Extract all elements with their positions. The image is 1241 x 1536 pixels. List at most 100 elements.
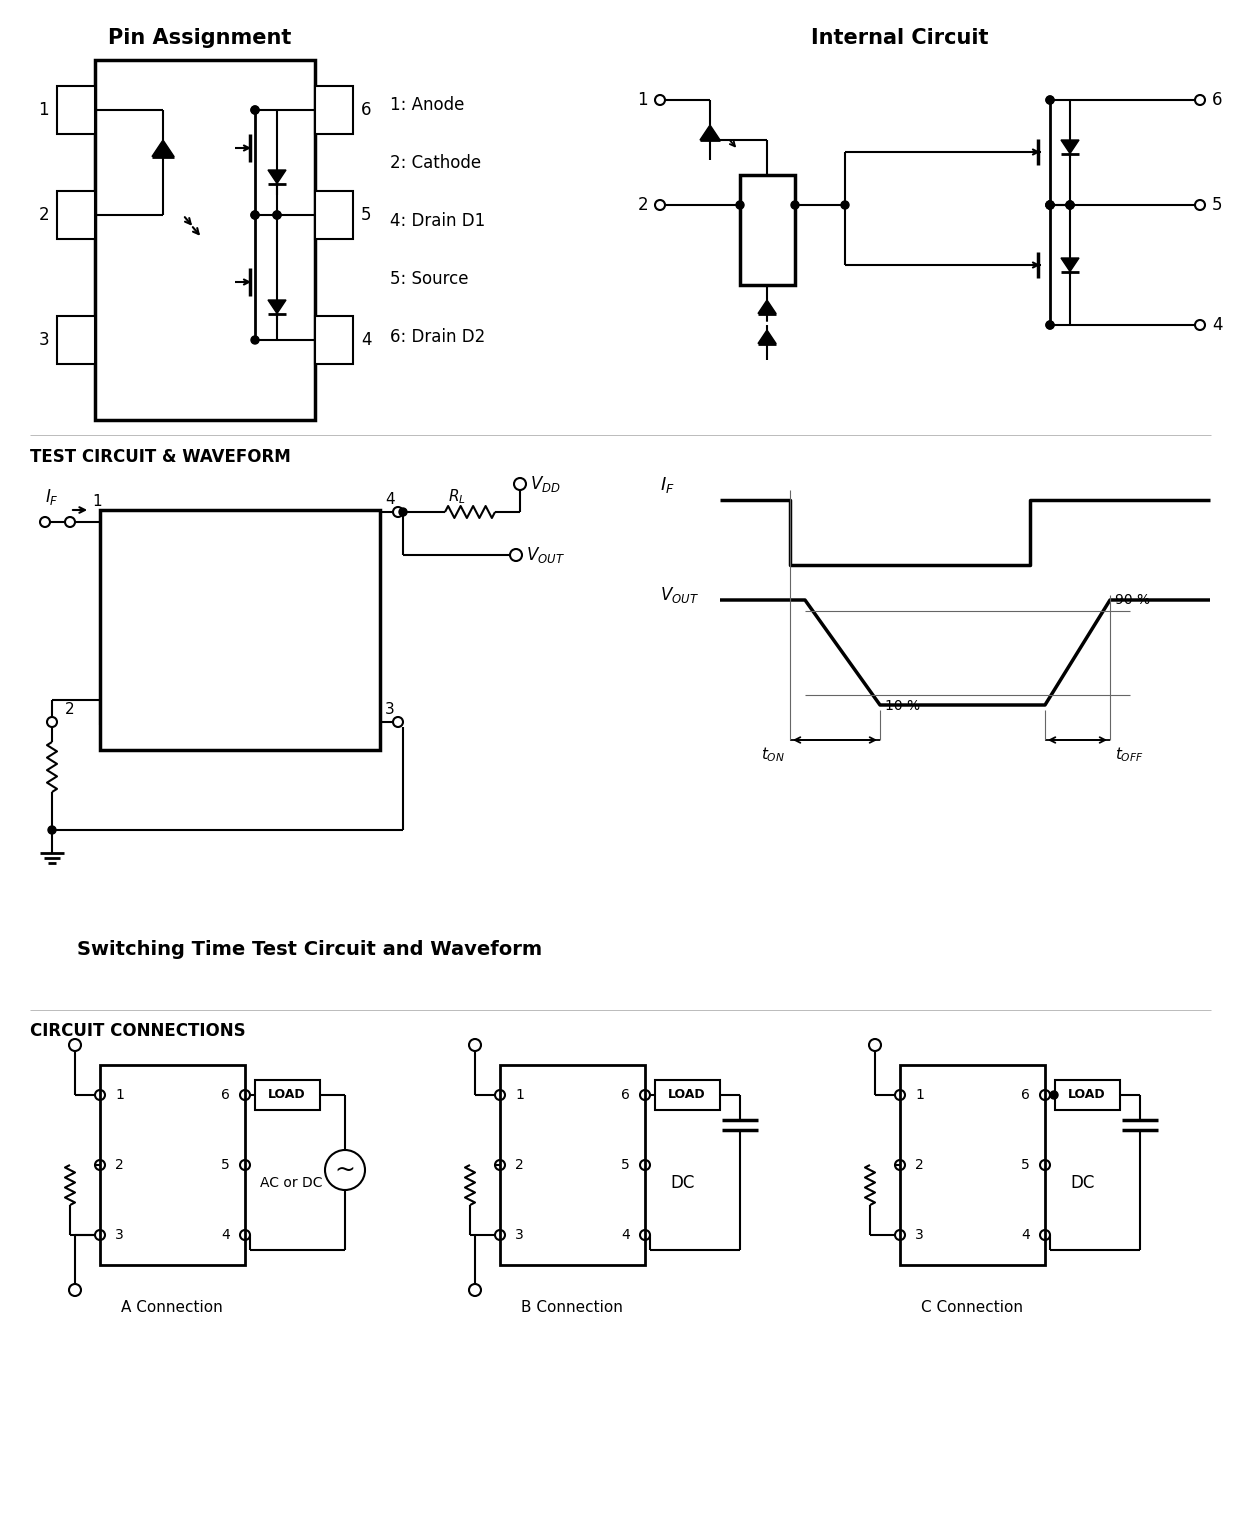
Text: 5: 5 [221, 1158, 230, 1172]
Text: C Connection: C Connection [921, 1299, 1023, 1315]
Circle shape [1046, 321, 1054, 329]
Polygon shape [151, 140, 174, 157]
Text: $t_{OFF}$: $t_{OFF}$ [1114, 745, 1144, 763]
Text: 2: 2 [115, 1158, 124, 1172]
Text: 2: 2 [38, 206, 48, 224]
Circle shape [273, 210, 280, 220]
Text: 3: 3 [38, 330, 48, 349]
Text: 5: 5 [622, 1158, 630, 1172]
Circle shape [251, 336, 259, 344]
Circle shape [1046, 201, 1054, 209]
Circle shape [251, 210, 259, 220]
Text: 2: 2 [515, 1158, 524, 1172]
Bar [57, 190, 96, 240]
Circle shape [1046, 95, 1054, 104]
Text: AC or DC: AC or DC [261, 1177, 323, 1190]
Text: 3: 3 [915, 1227, 923, 1243]
Text: 6: 6 [1021, 1087, 1030, 1101]
Text: 3: 3 [115, 1227, 124, 1243]
Bar [57, 86, 96, 134]
Text: 6: 6 [1212, 91, 1222, 109]
Text: B Connection: B Connection [521, 1299, 623, 1315]
Bar [96, 60, 315, 419]
Text: LOAD: LOAD [668, 1089, 706, 1101]
Text: 2: Cathode: 2: Cathode [390, 154, 482, 172]
Text: 1: 1 [115, 1087, 124, 1101]
Text: 10 %: 10 % [885, 699, 920, 713]
Circle shape [1046, 201, 1054, 209]
Text: $I_F$: $I_F$ [660, 475, 675, 495]
Circle shape [791, 201, 799, 209]
Text: $t_{ON}$: $t_{ON}$ [761, 745, 786, 763]
Bar [500, 1064, 645, 1266]
Polygon shape [758, 330, 776, 344]
Text: 4: 4 [622, 1227, 630, 1243]
Text: 90 %: 90 % [1114, 593, 1150, 607]
Text: 4: 4 [361, 330, 371, 349]
Text: 1: 1 [915, 1087, 923, 1101]
Polygon shape [758, 300, 776, 313]
Bar [101, 510, 380, 750]
Text: 5: 5 [1212, 197, 1222, 214]
Circle shape [1066, 201, 1073, 209]
Text: 1: 1 [38, 101, 48, 118]
Bar [740, 175, 795, 286]
Text: A Connection: A Connection [122, 1299, 223, 1315]
Bar [900, 1064, 1045, 1266]
Text: $V_{DD}$: $V_{DD}$ [530, 475, 561, 495]
Circle shape [251, 106, 259, 114]
Circle shape [1066, 201, 1073, 209]
Bar [101, 1064, 244, 1266]
Circle shape [400, 508, 407, 516]
Text: 1: 1 [638, 91, 648, 109]
Text: 3: 3 [515, 1227, 524, 1243]
Text: CIRCUIT CONNECTIONS: CIRCUIT CONNECTIONS [30, 1021, 246, 1040]
Bar [315, 190, 352, 240]
Circle shape [251, 106, 259, 114]
Text: 5: 5 [361, 206, 371, 224]
Text: 4: Drain D1: 4: Drain D1 [390, 212, 485, 230]
Text: 1: 1 [515, 1087, 524, 1101]
Circle shape [1050, 1091, 1059, 1098]
Text: Switching Time Test Circuit and Waveform: Switching Time Test Circuit and Waveform [77, 940, 542, 958]
Polygon shape [268, 300, 285, 313]
Polygon shape [268, 170, 285, 183]
Circle shape [273, 210, 280, 220]
Bar [1055, 1080, 1119, 1111]
Text: 2: 2 [638, 197, 648, 214]
Polygon shape [1061, 258, 1078, 272]
Circle shape [841, 201, 849, 209]
Text: 4: 4 [385, 493, 395, 507]
Text: 1: 1 [92, 495, 102, 510]
Circle shape [48, 826, 56, 834]
Text: 5: 5 [1021, 1158, 1030, 1172]
Bar [254, 1080, 320, 1111]
Text: 6: Drain D2: 6: Drain D2 [390, 329, 485, 346]
Circle shape [736, 201, 745, 209]
Circle shape [1046, 321, 1054, 329]
Polygon shape [700, 124, 720, 140]
Text: 2: 2 [915, 1158, 923, 1172]
Text: 4: 4 [221, 1227, 230, 1243]
Text: DC: DC [1070, 1174, 1095, 1192]
Bar [315, 86, 352, 134]
Text: 4: 4 [1021, 1227, 1030, 1243]
Text: $R_L$: $R_L$ [448, 487, 465, 507]
Circle shape [1046, 201, 1054, 209]
Bar [57, 316, 96, 364]
Text: Internal Circuit: Internal Circuit [812, 28, 989, 48]
Circle shape [1066, 201, 1073, 209]
Bar [655, 1080, 720, 1111]
Text: ~: ~ [335, 1158, 355, 1183]
Text: 4: 4 [1212, 316, 1222, 333]
Text: 2: 2 [65, 702, 74, 717]
Polygon shape [1061, 140, 1078, 154]
Text: 6: 6 [622, 1087, 630, 1101]
Text: LOAD: LOAD [268, 1089, 305, 1101]
Text: $I_F$: $I_F$ [45, 487, 58, 507]
Text: 6: 6 [221, 1087, 230, 1101]
Text: $V_{OUT}$: $V_{OUT}$ [526, 545, 565, 565]
Bar [315, 316, 352, 364]
Text: LOAD: LOAD [1069, 1089, 1106, 1101]
Circle shape [251, 210, 259, 220]
